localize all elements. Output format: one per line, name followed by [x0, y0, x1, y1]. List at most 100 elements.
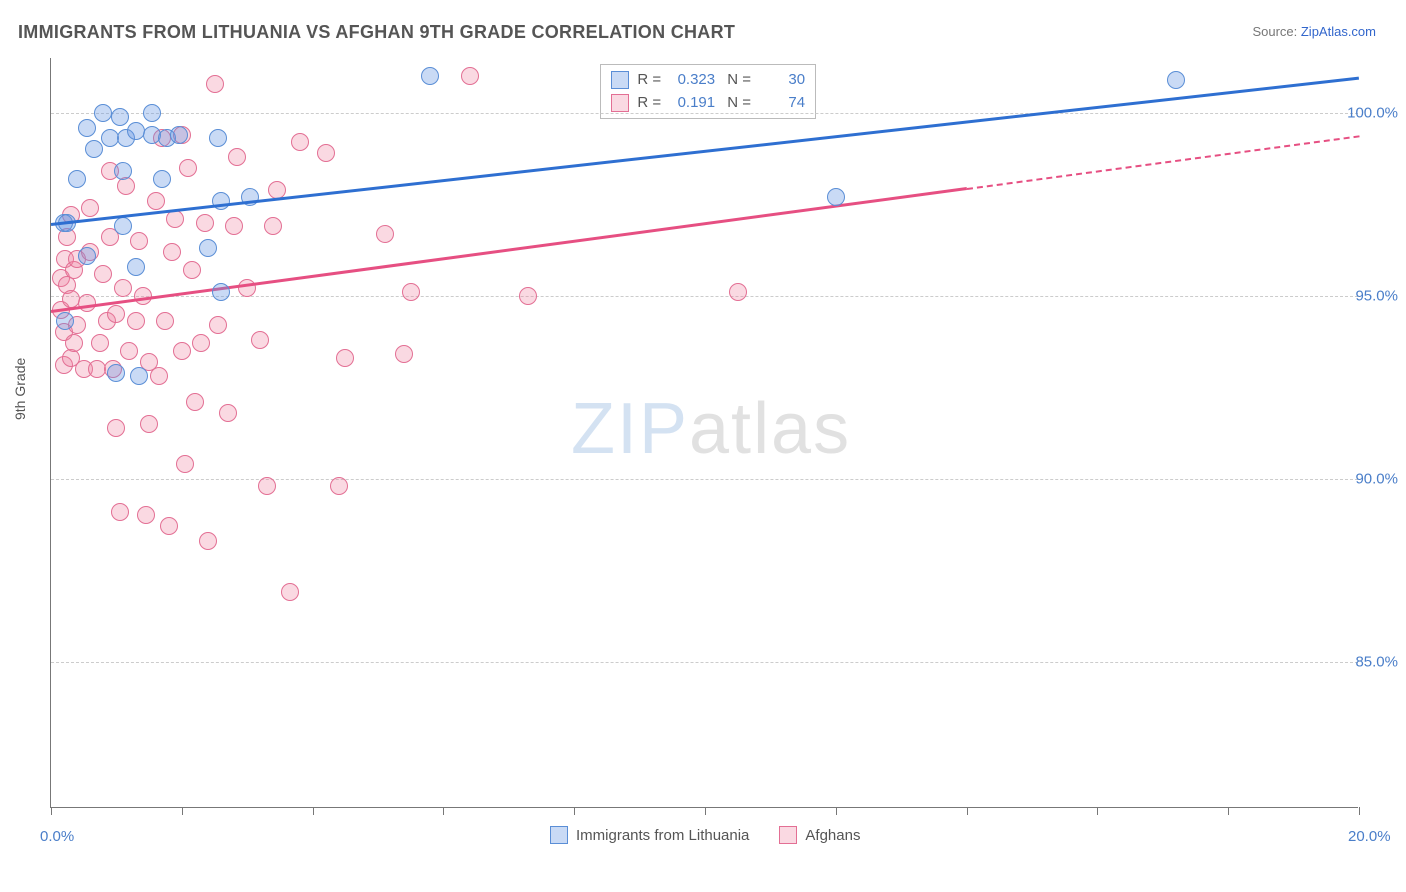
scatter-point-lithuania [111, 108, 129, 126]
r-value-lithuania: 0.323 [669, 69, 715, 92]
scatter-point-afghans [114, 279, 132, 297]
scatter-point-lithuania [170, 126, 188, 144]
scatter-point-afghans [219, 404, 237, 422]
source-link[interactable]: ZipAtlas.com [1301, 24, 1376, 39]
scatter-point-lithuania [209, 129, 227, 147]
scatter-point-afghans [196, 214, 214, 232]
scatter-point-afghans [330, 477, 348, 495]
trendline-afghans [51, 188, 967, 313]
scatter-point-lithuania [78, 247, 96, 265]
scatter-point-afghans [130, 232, 148, 250]
scatter-point-afghans [94, 265, 112, 283]
plot-area: ZIPatlas R = 0.323 N = 30 R = 0.191 N = … [50, 58, 1358, 808]
x-tick-label: 20.0% [1348, 828, 1391, 845]
scatter-point-afghans [150, 367, 168, 385]
scatter-point-lithuania [85, 140, 103, 158]
r-value-afghans: 0.191 [669, 92, 715, 115]
trendline-afghans-dashed [966, 135, 1359, 190]
scatter-point-lithuania [56, 312, 74, 330]
scatter-point-lithuania [827, 188, 845, 206]
scatter-point-lithuania [199, 239, 217, 257]
scatter-point-lithuania [421, 67, 439, 85]
scatter-point-afghans [111, 503, 129, 521]
y-tick-label: 85.0% [1355, 653, 1398, 670]
scatter-point-afghans [65, 334, 83, 352]
scatter-point-afghans [281, 583, 299, 601]
y-tick-label: 100.0% [1347, 104, 1398, 121]
chart-container: IMMIGRANTS FROM LITHUANIA VS AFGHAN 9TH … [0, 0, 1406, 892]
n-value-afghans: 74 [759, 92, 805, 115]
scatter-point-lithuania [68, 170, 86, 188]
gridline-h [51, 662, 1358, 663]
watermark: ZIPatlas [571, 388, 851, 470]
scatter-point-afghans [140, 415, 158, 433]
scatter-point-afghans [186, 393, 204, 411]
scatter-point-afghans [192, 334, 210, 352]
n-label: N = [723, 92, 751, 115]
scatter-point-afghans [91, 334, 109, 352]
scatter-point-afghans [225, 217, 243, 235]
y-tick-labels: 85.0% 90.0% 95.0% 100.0% [1346, 58, 1406, 808]
scatter-point-afghans [336, 349, 354, 367]
legend-stats-box: R = 0.323 N = 30 R = 0.191 N = 74 [600, 64, 816, 119]
scatter-point-afghans [179, 159, 197, 177]
scatter-point-afghans [209, 316, 227, 334]
n-value-lithuania: 30 [759, 69, 805, 92]
scatter-point-lithuania [212, 283, 230, 301]
y-axis-label: 9th Grade [12, 358, 28, 420]
y-tick-label: 90.0% [1355, 470, 1398, 487]
source-attribution: Source: ZipAtlas.com [1252, 24, 1376, 39]
scatter-point-afghans [173, 342, 191, 360]
legend-stats-row-lithuania: R = 0.323 N = 30 [611, 69, 805, 92]
gridline-h [51, 113, 1358, 114]
r-label: R = [637, 92, 661, 115]
scatter-point-afghans [258, 477, 276, 495]
scatter-point-lithuania [127, 258, 145, 276]
chart-title: IMMIGRANTS FROM LITHUANIA VS AFGHAN 9TH … [18, 22, 735, 43]
scatter-point-lithuania [101, 129, 119, 147]
scatter-point-lithuania [130, 367, 148, 385]
scatter-point-lithuania [1167, 71, 1185, 89]
swatch-lithuania [611, 71, 629, 89]
scatter-point-afghans [127, 312, 145, 330]
y-tick-label: 95.0% [1355, 287, 1398, 304]
scatter-point-lithuania [114, 217, 132, 235]
scatter-point-afghans [107, 305, 125, 323]
source-prefix: Source: [1252, 24, 1300, 39]
legend-stats-row-afghans: R = 0.191 N = 74 [611, 92, 805, 115]
scatter-point-lithuania [143, 104, 161, 122]
scatter-point-afghans [251, 331, 269, 349]
scatter-point-afghans [376, 225, 394, 243]
scatter-point-lithuania [94, 104, 112, 122]
scatter-point-afghans [176, 455, 194, 473]
x-tick [1359, 807, 1360, 815]
r-label: R = [637, 69, 661, 92]
x-tick-label: 0.0% [40, 828, 74, 845]
scatter-point-afghans [264, 217, 282, 235]
scatter-point-afghans [402, 283, 420, 301]
scatter-point-afghans [160, 517, 178, 535]
scatter-point-afghans [81, 199, 99, 217]
scatter-point-afghans [317, 144, 335, 162]
n-label: N = [723, 69, 751, 92]
gridline-h [51, 479, 1358, 480]
scatter-point-afghans [78, 294, 96, 312]
scatter-point-afghans [228, 148, 246, 166]
scatter-point-afghans [137, 506, 155, 524]
scatter-point-afghans [291, 133, 309, 151]
scatter-point-afghans [183, 261, 201, 279]
scatter-point-afghans [88, 360, 106, 378]
scatter-point-afghans [120, 342, 138, 360]
scatter-point-afghans [147, 192, 165, 210]
scatter-point-afghans [206, 75, 224, 93]
swatch-afghans [611, 94, 629, 112]
scatter-point-afghans [519, 287, 537, 305]
scatter-point-afghans [461, 67, 479, 85]
scatter-point-lithuania [107, 364, 125, 382]
x-tick-labels: 0.0%20.0% [50, 808, 1358, 848]
scatter-point-lithuania [127, 122, 145, 140]
scatter-point-lithuania [153, 170, 171, 188]
scatter-point-afghans [199, 532, 217, 550]
scatter-point-afghans [107, 419, 125, 437]
scatter-point-afghans [156, 312, 174, 330]
